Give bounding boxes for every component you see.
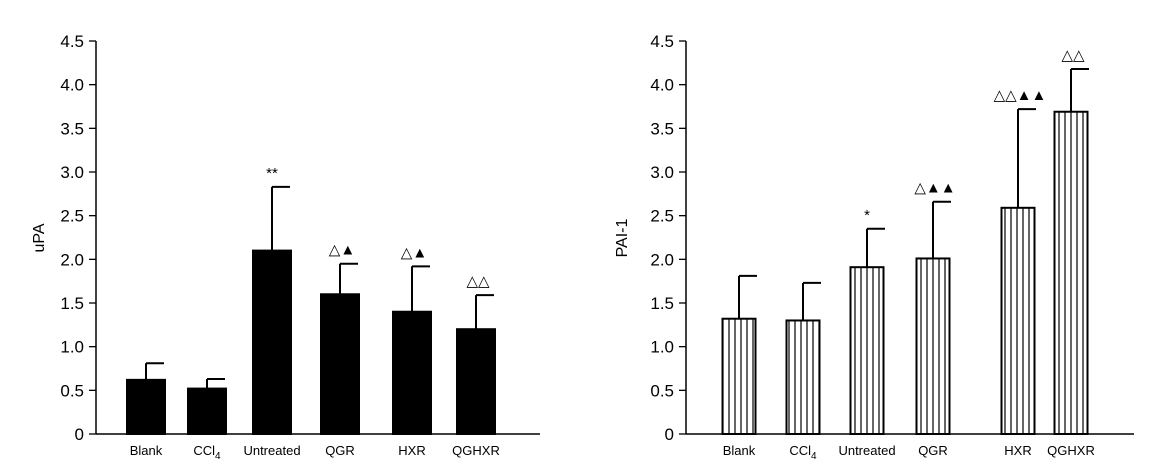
upa-chart: 0 0.5 1.0 1.5 2.0 2.5 3.0 3.5 4.0 4.5 uPA Blank CCl4… (31, 32, 540, 462)
category-label: HXR (398, 443, 425, 458)
significance-annotation: ** (266, 165, 278, 182)
y-axis-label: PAI-1 (614, 218, 631, 257)
bar (252, 249, 292, 435)
category-label-subscript: 4 (215, 451, 221, 462)
category-label-text: Blank (130, 443, 163, 458)
significance-annotation: △△ (1061, 47, 1085, 64)
y-tick-label: 0 (665, 425, 674, 444)
bar (1053, 110, 1089, 436)
significance-annotation: △▲ (329, 242, 355, 259)
category-label: Untreated (838, 443, 895, 458)
bar (721, 317, 757, 435)
category-label: HXR (1004, 443, 1031, 458)
y-tick-label: 3.5 (60, 119, 84, 138)
significance-annotation: * (864, 207, 870, 224)
y-tick-label: 3.5 (650, 119, 674, 138)
y-tick-label: 3.0 (60, 163, 84, 182)
category-label: Blank (723, 443, 756, 458)
category-label: QGR (325, 443, 355, 458)
y-tick-label: 4.0 (60, 76, 84, 95)
category-label-text: HXR (1004, 443, 1031, 458)
category-label: Untreated (243, 443, 300, 458)
y-tick-label: 4.0 (650, 76, 674, 95)
bar (1000, 206, 1036, 435)
category-label-text: QGHXR (1047, 443, 1095, 458)
category-label: Blank (130, 443, 163, 458)
y-tick-label: 1.0 (650, 338, 674, 357)
bar (849, 266, 885, 435)
category-label-text: CCl (789, 443, 811, 458)
y-tick-label: 2.5 (650, 207, 674, 226)
category-label-text: HXR (398, 443, 425, 458)
pai1-chart: 0 0.5 1.0 1.5 2.0 2.5 3.0 3.5 4.0 4.5 PAI-1 Blank CC… (614, 32, 1134, 462)
y-tick-label: 0 (75, 425, 84, 444)
category-label: CCl4 (193, 443, 221, 462)
significance-annotation: △▲ (401, 244, 427, 261)
bar (187, 387, 227, 436)
y-tick-label: 2.0 (60, 250, 84, 269)
category-label: QGHXR (1047, 443, 1095, 458)
category-label-text: QGR (325, 443, 355, 458)
significance-annotation: △△▲▲ (994, 87, 1047, 104)
category-label-subscript: 4 (811, 451, 817, 462)
y-tick-label: 0.5 (60, 381, 84, 400)
category-label-text: Untreated (243, 443, 300, 458)
y-tick-label: 4.5 (60, 32, 84, 51)
y-tick-label: 2.5 (60, 207, 84, 226)
category-label-text: Untreated (838, 443, 895, 458)
y-tick-label: 2.0 (650, 250, 674, 269)
category-label: CCl4 (789, 443, 817, 462)
y-tick-label: 1.0 (60, 338, 84, 357)
significance-annotation: △△ (466, 273, 490, 290)
category-label-text: CCl (193, 443, 215, 458)
category-label-text: Blank (723, 443, 756, 458)
category-label: QGR (918, 443, 948, 458)
bar (456, 328, 496, 436)
y-tick-label: 0.5 (650, 381, 674, 400)
bar (392, 310, 432, 436)
category-label: QGHXR (452, 443, 500, 458)
category-label-text: QGR (918, 443, 948, 458)
y-tick-label: 4.5 (650, 32, 674, 51)
y-tick-label: 1.5 (650, 294, 674, 313)
y-axis-label: uPA (31, 223, 48, 252)
significance-annotation: △▲▲ (914, 180, 955, 197)
bar (785, 319, 821, 436)
bar (915, 257, 951, 435)
y-tick-label: 3.0 (650, 163, 674, 182)
category-label-text: QGHXR (452, 443, 500, 458)
y-tick-label: 1.5 (60, 294, 84, 313)
bar (126, 378, 166, 435)
bar (320, 293, 360, 435)
